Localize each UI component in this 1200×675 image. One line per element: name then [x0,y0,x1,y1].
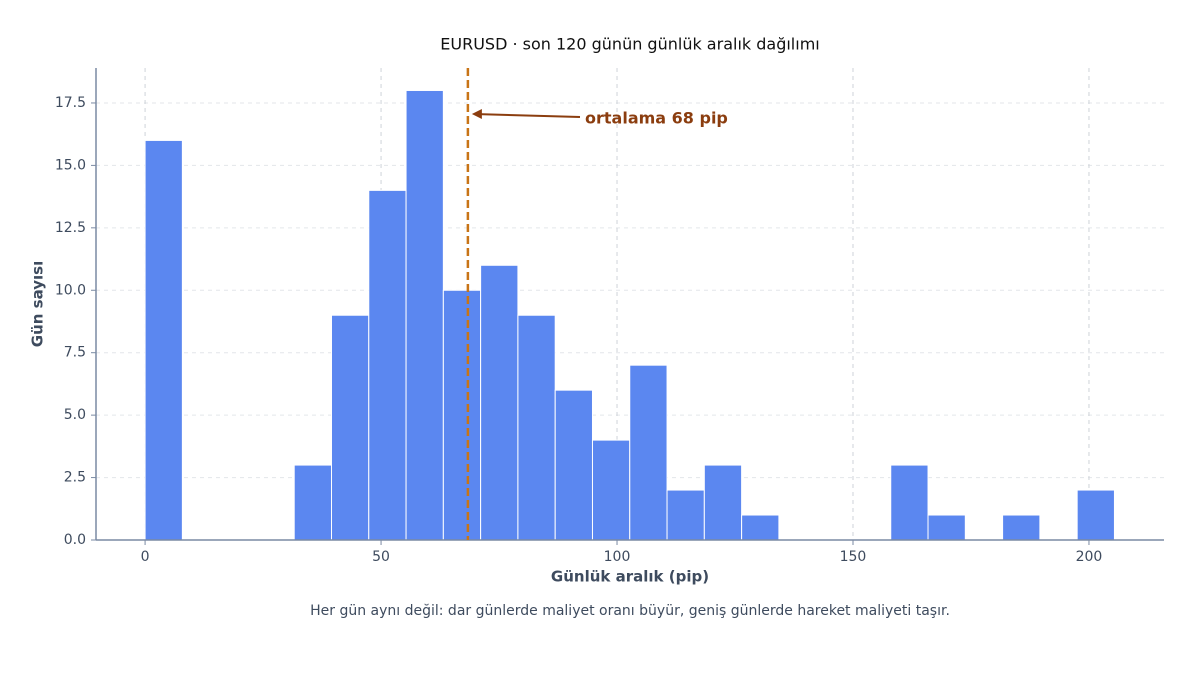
bar [330,314,370,541]
x-axis-label: Günlük aralık (pip) [551,568,709,586]
y-axis-label: Gün sayısı [29,261,47,347]
bar [591,439,631,541]
bar [405,89,444,541]
bar [629,364,668,541]
y-tick-label: 0.0 [64,532,86,548]
y-tick-label: 7.5 [64,345,86,361]
y-tick-label: 10.0 [55,282,86,298]
bar [927,514,966,541]
bar [1002,514,1041,541]
y-tick-label: 15.0 [55,157,86,173]
x-tick-label: 150 [840,549,867,565]
chart-title: EURUSD · son 120 günün günlük aralık dağ… [440,35,819,54]
annotation-arrowhead [471,109,482,119]
bar [293,464,332,541]
bar [890,464,929,541]
bar [1076,489,1115,541]
bar [368,189,407,541]
annotation-arrow [473,113,581,118]
x-tick-label: 0 [141,549,150,565]
bar [554,389,593,541]
bar [442,289,482,541]
y-tick-label: 12.5 [55,220,86,236]
footnote: Her gün aynı değil: dar günlerde maliyet… [310,603,950,619]
bar [703,464,743,541]
x-tick-label: 50 [372,549,390,565]
bar [144,139,183,541]
annotation: ortalama 68 pip [585,109,728,128]
bar [666,489,705,541]
x-tick-label: 100 [604,549,631,565]
x-tick-label: 200 [1076,549,1103,565]
y-tick-label: 2.5 [64,470,86,486]
bar [480,264,519,541]
y-tick-label: 17.5 [55,95,86,111]
y-tick-label: 5.0 [64,407,86,423]
bar [741,514,780,541]
bar [517,314,556,541]
